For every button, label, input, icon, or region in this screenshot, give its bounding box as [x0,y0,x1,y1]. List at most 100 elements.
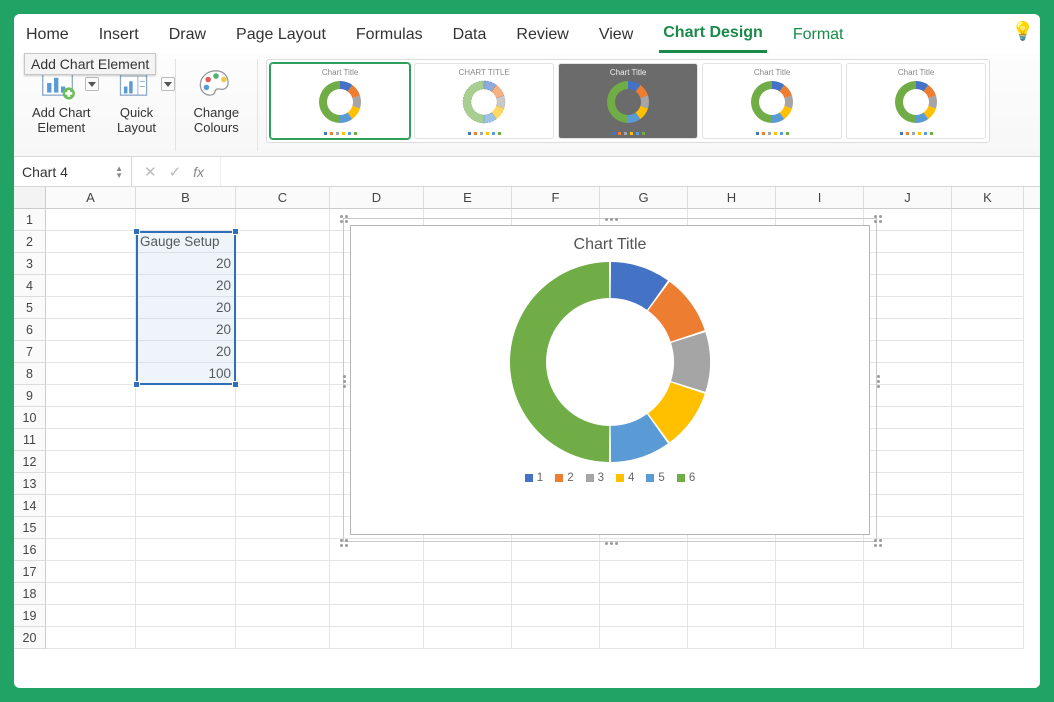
cell-A12[interactable] [46,451,136,473]
cell-B8[interactable]: 100 [136,363,236,385]
cell-K12[interactable] [952,451,1024,473]
column-header-I[interactable]: I [776,187,864,208]
column-header-C[interactable]: C [236,187,330,208]
cell-I16[interactable] [776,539,864,561]
cell-F20[interactable] [512,627,600,649]
chart-style-thumb-2[interactable]: CHART TITLE [414,63,554,139]
name-box-spinner[interactable]: ▲▼ [115,165,123,179]
cell-E20[interactable] [424,627,512,649]
cell-H19[interactable] [688,605,776,627]
cell-G20[interactable] [600,627,688,649]
resize-handle-n[interactable] [604,212,618,226]
cell-C20[interactable] [236,627,330,649]
cell-A14[interactable] [46,495,136,517]
cell-F16[interactable] [512,539,600,561]
resize-handle-nw[interactable] [337,212,351,226]
cell-B20[interactable] [136,627,236,649]
cell-C19[interactable] [236,605,330,627]
cell-J12[interactable] [864,451,952,473]
cell-J3[interactable] [864,253,952,275]
cell-C3[interactable] [236,253,330,275]
legend-item-5[interactable]: 5 [646,472,664,484]
cell-H18[interactable] [688,583,776,605]
cell-C17[interactable] [236,561,330,583]
tab-insert[interactable]: Insert [95,22,143,52]
cell-F18[interactable] [512,583,600,605]
cell-C15[interactable] [236,517,330,539]
fx-label[interactable]: fx [193,164,204,180]
tab-page-layout[interactable]: Page Layout [232,22,330,52]
column-header-B[interactable]: B [136,187,236,208]
cell-E16[interactable] [424,539,512,561]
cell-C9[interactable] [236,385,330,407]
cell-J5[interactable] [864,297,952,319]
cell-J4[interactable] [864,275,952,297]
cell-G19[interactable] [600,605,688,627]
cell-G18[interactable] [600,583,688,605]
cell-A1[interactable] [46,209,136,231]
row-header-2[interactable]: 2 [14,231,46,253]
tab-format[interactable]: Format [789,22,848,52]
cell-C1[interactable] [236,209,330,231]
cell-K1[interactable] [952,209,1024,231]
chart-title[interactable]: Chart Title [351,236,869,254]
row-header-13[interactable]: 13 [14,473,46,495]
column-header-D[interactable]: D [330,187,424,208]
cell-C2[interactable] [236,231,330,253]
tab-chart-design[interactable]: Chart Design [659,20,767,53]
row-header-19[interactable]: 19 [14,605,46,627]
cell-C14[interactable] [236,495,330,517]
row-header-20[interactable]: 20 [14,627,46,649]
cell-J6[interactable] [864,319,952,341]
tab-formulas[interactable]: Formulas [352,22,427,52]
row-header-8[interactable]: 8 [14,363,46,385]
column-header-H[interactable]: H [688,187,776,208]
cell-A9[interactable] [46,385,136,407]
cell-C16[interactable] [236,539,330,561]
cell-B7[interactable]: 20 [136,341,236,363]
dropdown-icon[interactable] [161,77,175,91]
change-colours-button[interactable]: ChangeColours [190,61,244,137]
cell-K15[interactable] [952,517,1024,539]
row-header-3[interactable]: 3 [14,253,46,275]
cell-J9[interactable] [864,385,952,407]
row-header-14[interactable]: 14 [14,495,46,517]
cell-C11[interactable] [236,429,330,451]
row-header-12[interactable]: 12 [14,451,46,473]
cell-J20[interactable] [864,627,952,649]
resize-handle-ne[interactable] [871,212,885,226]
cancel-icon[interactable]: ✕ [144,163,157,181]
cell-A3[interactable] [46,253,136,275]
row-header-6[interactable]: 6 [14,319,46,341]
legend-item-1[interactable]: 1 [525,472,543,484]
cell-B5[interactable]: 20 [136,297,236,319]
cell-I19[interactable] [776,605,864,627]
column-header-J[interactable]: J [864,187,952,208]
row-header-18[interactable]: 18 [14,583,46,605]
legend-item-3[interactable]: 3 [586,472,604,484]
cell-H16[interactable] [688,539,776,561]
cell-A10[interactable] [46,407,136,429]
column-header-E[interactable]: E [424,187,512,208]
cell-K13[interactable] [952,473,1024,495]
cell-D17[interactable] [330,561,424,583]
cell-A20[interactable] [46,627,136,649]
cell-B15[interactable] [136,517,236,539]
cell-J10[interactable] [864,407,952,429]
cell-K11[interactable] [952,429,1024,451]
cell-B12[interactable] [136,451,236,473]
cell-B10[interactable] [136,407,236,429]
row-header-11[interactable]: 11 [14,429,46,451]
chart-style-thumb-3[interactable]: Chart Title [558,63,698,139]
cell-J7[interactable] [864,341,952,363]
chart-style-thumb-1[interactable]: Chart Title [270,63,410,139]
row-header-17[interactable]: 17 [14,561,46,583]
cell-C12[interactable] [236,451,330,473]
confirm-icon[interactable]: ✓ [169,163,182,181]
cell-K6[interactable] [952,319,1024,341]
chart-style-thumb-5[interactable]: Chart Title [846,63,986,139]
cell-C6[interactable] [236,319,330,341]
cell-K17[interactable] [952,561,1024,583]
tab-data[interactable]: Data [449,22,491,52]
cell-A17[interactable] [46,561,136,583]
